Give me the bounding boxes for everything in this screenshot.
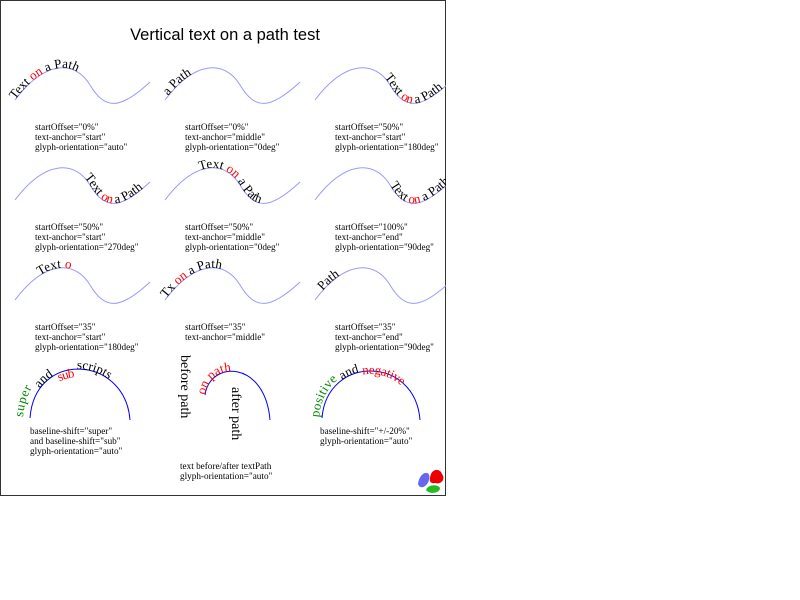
caption-line: text-anchor="middle" <box>185 332 265 342</box>
sample-curve <box>164 67 301 104</box>
caption-line: text-anchor="start" <box>335 132 406 142</box>
logo-icon <box>418 469 444 493</box>
sample-baseline-shift: super and sub scripts baseline-shift="su… <box>11 357 131 456</box>
text-segment: a Path <box>157 64 194 100</box>
caption-line: text-anchor="middle" <box>185 132 265 142</box>
sample-curve <box>164 167 301 204</box>
caption-line: glyph-orientation="0deg" <box>185 142 280 152</box>
caption-line: startOffset="35" <box>335 322 396 332</box>
caption-line: glyph-orientation="auto" <box>35 142 128 152</box>
sample-text: Text on a Path <box>6 56 83 102</box>
sample-8: Tx on a Path startOffset="35"text-anchor=… <box>157 256 301 342</box>
sample-text: super and sub scripts <box>11 357 116 417</box>
sample-9: Path startOffset="35"text-anchor="end"gly… <box>314 265 446 352</box>
caption-line: glyph-orientation="0deg" <box>185 242 280 252</box>
highlight-text: on <box>0 0 4 3</box>
caption-line: startOffset="100%" <box>335 222 408 232</box>
after-path-text: after path <box>228 387 243 440</box>
text-segment: a Path <box>38 56 83 76</box>
caption-line: startOffset="0%" <box>35 122 99 132</box>
sample-baseline-percent: positive and negative baseline-shift="+/… <box>307 360 421 446</box>
text-segment: a Path <box>112 179 145 207</box>
caption-line: glyph-orientation="90deg" <box>335 342 434 352</box>
sample-grid: Text on a PathstartOffset="0%"text-ancho… <box>0 0 446 352</box>
caption-line: text-anchor="end" <box>335 332 403 342</box>
sample-text: Text on a Path <box>387 173 446 207</box>
caption-line: startOffset="50%" <box>335 122 403 132</box>
caption-line: text-anchor="start" <box>35 232 106 242</box>
sample-1: Text on a Path startOffset="0%"text-ancho… <box>6 56 151 152</box>
test-frame <box>0 0 446 496</box>
before-path-text: before path <box>177 355 192 418</box>
caption-line: glyph-orientation="auto" <box>30 446 123 456</box>
sample-curve <box>314 267 446 304</box>
scripts-text: scripts <box>73 357 115 382</box>
sample-4: Text on a PathstartOffset="50%"text-anch… <box>14 167 151 252</box>
sample-curve <box>164 267 301 304</box>
sample-text: Text o <box>34 256 73 278</box>
caption-line: startOffset="0%" <box>185 122 249 132</box>
page-title: Vertical text on a path test <box>130 26 320 44</box>
sample-5: Text on a Path startOffset="50%"text-anch… <box>164 156 301 252</box>
text-segment: Path <box>314 265 342 292</box>
text-segment: a Path <box>181 256 224 280</box>
text-segment: a Path <box>412 79 445 107</box>
caption-line: glyph-orientation="auto" <box>320 436 413 446</box>
caption-line: glyph-orientation="180deg" <box>35 342 139 352</box>
text-segment: a Path <box>233 171 265 206</box>
caption-line: text-anchor="middle" <box>185 232 265 242</box>
sample-curve <box>314 167 446 204</box>
sample-text: Path <box>314 265 342 292</box>
sample-curve <box>29 368 131 421</box>
sample-curve <box>314 67 446 104</box>
sample-curve <box>204 370 271 421</box>
text-segment: a Path <box>417 173 446 205</box>
caption-line: glyph-orientation="270deg" <box>35 242 139 252</box>
caption-line: text-anchor="end" <box>335 232 403 242</box>
highlight-text: on <box>408 190 422 206</box>
caption-line: text before/after textPath <box>180 461 272 471</box>
highlight-text: o <box>64 256 73 272</box>
sample-6: Text on a Path startOffset="100%"text-anc… <box>314 167 446 252</box>
sample-curve <box>14 167 151 204</box>
caption-line: startOffset="50%" <box>185 222 253 232</box>
sample-text: Tx on a Path <box>157 256 224 300</box>
sample-7: Text o startOffset="35"text-anchor="start… <box>14 256 151 352</box>
caption-line: and baseline-shift="sub" <box>30 436 121 446</box>
sample-curve <box>14 67 151 104</box>
test-canvas: Vertical text on a path test Text on a P… <box>0 0 446 493</box>
caption-line: baseline-shift="super" <box>30 426 112 436</box>
caption-line: text-anchor="start" <box>35 332 106 342</box>
on-path-text: on path <box>193 359 232 396</box>
sample-curve <box>14 267 151 304</box>
sample-text: positive and negative <box>307 360 409 418</box>
caption-line: glyph-orientation="auto" <box>180 471 273 481</box>
text-segment: Text <box>34 256 65 278</box>
caption-line: startOffset="35" <box>35 322 96 332</box>
caption-line: glyph-orientation="180deg" <box>335 142 439 152</box>
sub-text: sub <box>55 365 76 384</box>
sample-text: Text on a Path <box>197 156 265 207</box>
negative-text: negative <box>361 362 409 388</box>
caption-line: baseline-shift="+/-20%" <box>320 426 410 436</box>
caption-line: startOffset="50%" <box>35 222 103 232</box>
sample-before-after: before path on path after path text befo… <box>177 355 273 481</box>
text-segment: Text <box>197 156 231 174</box>
text-segment: Text <box>0 0 4 3</box>
caption-line: startOffset="35" <box>185 322 246 332</box>
caption-line: glyph-orientation="90deg" <box>335 242 434 252</box>
sample-3: Text on a PathstartOffset="50%"text-anch… <box>314 67 446 152</box>
caption-line: text-anchor="start" <box>35 132 106 142</box>
positive-text: positive <box>307 371 339 418</box>
sample-curve <box>321 370 421 421</box>
